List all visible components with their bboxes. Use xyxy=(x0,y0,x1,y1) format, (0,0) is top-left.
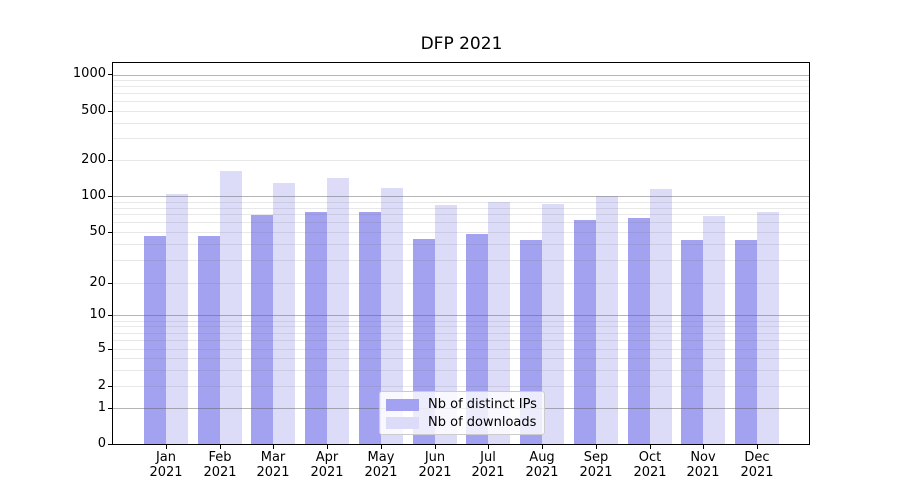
x-tick-mark xyxy=(703,445,704,449)
y-tick-label: 20 xyxy=(89,275,106,290)
x-tick-label: Mar 2021 xyxy=(256,450,290,480)
bar-downloads-jun-2021 xyxy=(434,205,457,444)
bar-distinct-ips-nov-2021 xyxy=(681,240,704,444)
bar-downloads-jul-2021 xyxy=(488,202,511,444)
legend-swatch xyxy=(386,399,419,411)
bar-distinct-ips-sep-2021 xyxy=(573,220,596,444)
bar-downloads-jan-2021 xyxy=(166,194,188,444)
gridline-minor xyxy=(113,138,809,140)
x-tick-mark xyxy=(650,445,651,449)
legend-label: Nb of distinct IPs xyxy=(428,397,537,412)
x-tick-mark xyxy=(220,445,221,449)
bar-distinct-ips-may-2021 xyxy=(358,212,381,444)
bar-downloads-mar-2021 xyxy=(273,183,296,444)
x-tick-mark xyxy=(435,445,436,449)
bar-distinct-ips-mar-2021 xyxy=(251,215,274,444)
bar-downloads-aug-2021 xyxy=(542,204,565,444)
gridline-minor xyxy=(113,122,809,124)
x-tick-label: Sep 2021 xyxy=(579,450,613,480)
y-tick-label: 0 xyxy=(97,436,106,451)
y-tick-mark xyxy=(108,386,112,387)
gridline-major xyxy=(113,74,809,76)
x-tick-label: Apr 2021 xyxy=(310,450,344,480)
x-tick-mark xyxy=(757,445,758,449)
gridline-minor xyxy=(113,159,809,161)
y-tick-mark xyxy=(108,196,112,197)
legend-swatch xyxy=(386,417,419,429)
y-tick-label: 200 xyxy=(81,152,106,167)
y-tick-label: 2 xyxy=(97,378,106,393)
y-tick-mark xyxy=(108,232,112,233)
gridline-minor xyxy=(113,110,809,112)
bar-distinct-ips-feb-2021 xyxy=(197,236,220,444)
legend-label: Nb of downloads xyxy=(428,415,537,430)
y-tick-mark xyxy=(108,283,112,284)
y-tick-mark xyxy=(108,408,112,409)
x-tick-mark xyxy=(488,445,489,449)
bar-distinct-ips-jan-2021 xyxy=(144,236,166,444)
bar-downloads-may-2021 xyxy=(380,188,403,444)
x-tick-label: May 2021 xyxy=(364,450,398,480)
legend-row: Nb of distinct IPs xyxy=(386,396,538,414)
x-tick-label: Jul 2021 xyxy=(471,450,505,480)
y-tick-mark xyxy=(108,315,112,316)
x-tick-label: Jun 2021 xyxy=(418,450,452,480)
legend-row: Nb of downloads xyxy=(386,414,538,432)
gridline-minor xyxy=(113,201,809,203)
bar-distinct-ips-dec-2021 xyxy=(735,240,758,444)
y-tick-label: 50 xyxy=(89,224,106,239)
y-tick-mark xyxy=(108,349,112,350)
x-tick-label: Aug 2021 xyxy=(525,450,559,480)
x-tick-mark xyxy=(273,445,274,449)
legend-box: Nb of distinct IPs Nb of downloads xyxy=(379,391,545,435)
bar-distinct-ips-apr-2021 xyxy=(305,212,328,444)
y-tick-mark xyxy=(108,111,112,112)
bar-downloads-nov-2021 xyxy=(703,216,726,444)
bar-downloads-sep-2021 xyxy=(595,196,618,444)
bar-downloads-dec-2021 xyxy=(757,212,780,444)
x-tick-label: Oct 2021 xyxy=(633,450,667,480)
y-tick-mark xyxy=(108,74,112,75)
gridline-minor xyxy=(113,93,809,95)
x-tick-mark xyxy=(542,445,543,449)
gridline-minor xyxy=(113,101,809,103)
y-tick-mark xyxy=(108,160,112,161)
y-tick-label: 1 xyxy=(97,400,106,415)
y-tick-label: 10 xyxy=(89,307,106,322)
gridline-minor xyxy=(113,80,809,81)
x-tick-label: Nov 2021 xyxy=(686,450,720,480)
y-tick-label: 1000 xyxy=(72,66,106,81)
bar-downloads-apr-2021 xyxy=(327,178,350,444)
gridline-major xyxy=(113,196,809,198)
x-tick-mark xyxy=(596,445,597,449)
y-tick-mark xyxy=(108,444,112,445)
gridline-minor xyxy=(113,86,809,88)
x-tick-mark xyxy=(166,445,167,449)
x-tick-label: Jan 2021 xyxy=(149,450,183,480)
x-tick-label: Dec 2021 xyxy=(740,450,774,480)
bar-downloads-feb-2021 xyxy=(219,171,242,444)
bar-distinct-ips-oct-2021 xyxy=(627,218,650,444)
gridline-minor xyxy=(113,207,809,209)
bar-downloads-oct-2021 xyxy=(649,189,672,444)
plot-area: Nb of distinct IPs Nb of downloads xyxy=(112,62,810,445)
y-tick-label: 100 xyxy=(81,188,106,203)
x-tick-mark xyxy=(327,445,328,449)
y-tick-label: 5 xyxy=(97,341,106,356)
y-tick-label: 500 xyxy=(81,103,106,118)
x-tick-label: Feb 2021 xyxy=(203,450,237,480)
x-tick-mark xyxy=(381,445,382,449)
chart-title: DFP 2021 xyxy=(420,34,503,54)
